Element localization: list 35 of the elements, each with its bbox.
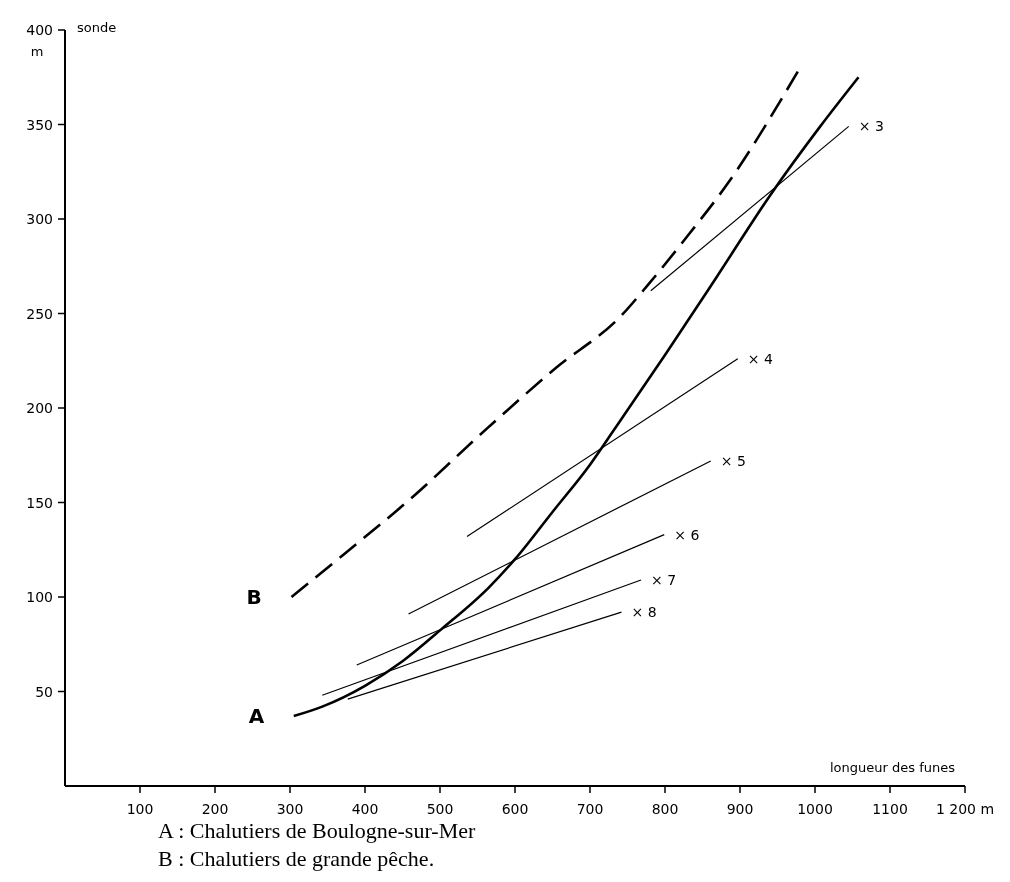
- series-label: × 7: [651, 571, 677, 588]
- x-tick-label: 900: [726, 801, 754, 817]
- x-tick-label: 600: [501, 801, 529, 817]
- series-label: B: [246, 585, 262, 609]
- y-tick-label: 150: [26, 494, 53, 511]
- line-series: [290, 70, 800, 599]
- x-tick-label: 200: [201, 801, 229, 817]
- series-label: × 6: [674, 526, 700, 543]
- series-label: × 5: [720, 452, 746, 469]
- series-label: × 4: [747, 350, 773, 367]
- x-tick-label: 1000: [797, 801, 833, 817]
- y-tick-label: 200: [26, 400, 53, 416]
- x-tick-label: 400: [351, 801, 379, 817]
- y-tick-label: 50: [35, 683, 53, 700]
- series-label: × 3: [858, 118, 884, 135]
- text: m: [30, 44, 44, 59]
- series-label: × 8: [631, 604, 657, 621]
- x-tick-label: 500: [426, 801, 454, 817]
- line-series: [292, 75, 860, 718]
- x-tick-label: 300: [276, 801, 304, 817]
- y-tick-label: 100: [26, 589, 53, 605]
- series-label: A: [248, 704, 265, 729]
- y-tick-label: 400: [26, 22, 53, 38]
- text: B : Chalutiers de grande pêche.: [158, 846, 435, 871]
- y-axis-title: sonde: [77, 20, 117, 35]
- x-tick-label: 700: [576, 801, 604, 817]
- text: A : Chalutiers de Boulogne-sur-Mer: [158, 818, 476, 843]
- y-tick-label: 250: [26, 305, 53, 322]
- x-tick-label: 1100: [872, 801, 908, 817]
- y-tick-label: 350: [26, 116, 53, 133]
- y-tick-label: 300: [26, 211, 53, 227]
- x-tick-label: 800: [651, 801, 679, 817]
- x-tick-label: 100: [126, 801, 154, 817]
- x-axis-title: longueur des funes: [830, 760, 956, 775]
- x-tick-label: 1 200 m: [935, 801, 995, 817]
